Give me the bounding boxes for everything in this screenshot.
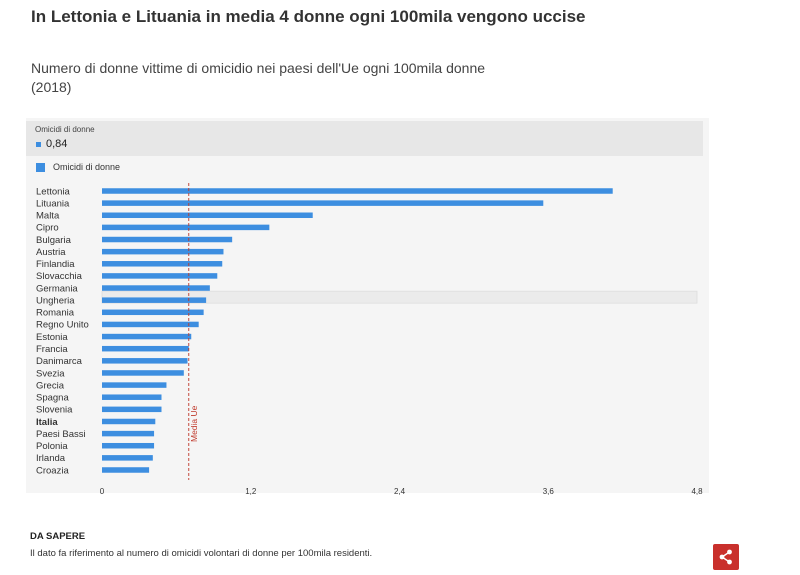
category-label: Austria (36, 247, 66, 258)
bar (102, 273, 218, 279)
x-tick-label: 4,8 (691, 487, 703, 496)
bar (102, 430, 155, 437)
chart-panel (26, 118, 709, 493)
tooltip-series-label: Omicidi di donne (35, 125, 95, 134)
category-label: Lettonia (36, 186, 71, 197)
bar (102, 394, 162, 400)
bar (102, 455, 153, 461)
bar (102, 442, 155, 449)
legend-label: Omicidi di donne (53, 162, 121, 172)
chart-subtitle: Numero di donne vittime di omicidio nei … (31, 60, 486, 95)
bar (102, 406, 162, 413)
category-label: Malta (36, 211, 60, 222)
bar (102, 261, 223, 267)
category-label: Cipro (36, 223, 59, 234)
category-label: Irlanda (36, 453, 66, 464)
bar (102, 321, 199, 328)
category-label: Slovenia (36, 405, 73, 416)
bar (102, 358, 188, 364)
category-label: Bulgaria (36, 235, 72, 246)
category-label: Danimarca (36, 356, 83, 367)
x-tick-label: 3,6 (543, 487, 555, 496)
tooltip-value: 0,84 (46, 138, 68, 150)
bar (102, 309, 204, 316)
category-label: Ungheria (36, 295, 75, 306)
footer-heading: DA SAPERE (30, 531, 86, 542)
legend-swatch (36, 163, 45, 172)
category-label: Polonia (36, 441, 68, 452)
category-label: Italia (36, 417, 58, 428)
category-label: Grecia (36, 380, 65, 391)
category-label: Svezia (36, 368, 65, 379)
tooltip: Omicidi di donne 0,84 (26, 121, 703, 156)
category-label: Finlandia (36, 259, 75, 270)
category-label: Slovacchia (36, 271, 83, 282)
footer-note: Il dato fa riferimento al numero di omic… (30, 548, 373, 559)
bar (102, 382, 167, 388)
bar (102, 224, 270, 231)
x-tick-label: 1,2 (245, 487, 257, 496)
highlight-band (101, 290, 698, 304)
category-label: Spagna (36, 393, 69, 404)
bar (102, 297, 207, 303)
tooltip-series-marker (36, 142, 41, 147)
bar (102, 333, 192, 340)
bar (102, 188, 613, 194)
category-label: Paesi Bassi (36, 429, 86, 440)
share-button[interactable] (713, 544, 739, 570)
bar (102, 248, 224, 255)
bar (102, 285, 210, 291)
category-label: Estonia (36, 332, 68, 343)
category-label: Germania (36, 283, 78, 294)
chart-title: In Lettonia e Lituania in media 4 donne … (31, 7, 586, 26)
category-label: Regno Unito (36, 320, 89, 331)
bar (102, 467, 150, 473)
category-label: Croazia (36, 465, 69, 476)
category-label: Romania (36, 308, 75, 319)
x-tick-label: 0 (100, 487, 105, 496)
share-icon (719, 549, 732, 565)
bar (102, 212, 313, 219)
bar (102, 236, 233, 243)
bar (102, 418, 156, 425)
bar (102, 370, 184, 376)
bar (102, 200, 544, 206)
reference-line-label: Media Ue (189, 405, 199, 442)
bar (102, 345, 189, 352)
category-label: Lituania (36, 198, 70, 209)
category-label: Francia (36, 344, 68, 355)
x-tick-label: 2,4 (394, 487, 406, 496)
